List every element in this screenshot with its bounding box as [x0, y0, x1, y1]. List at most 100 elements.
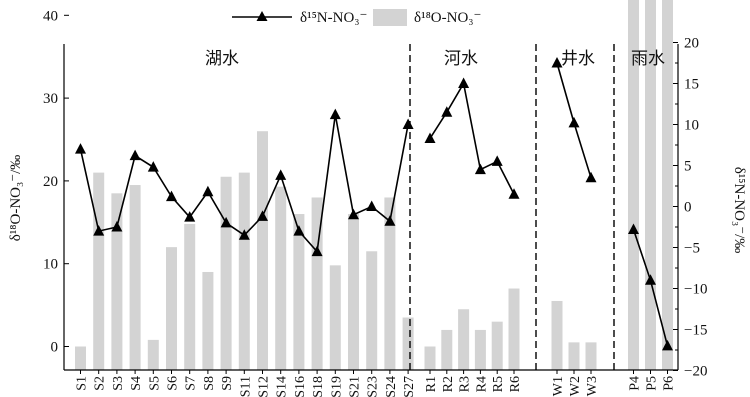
point-S12	[257, 210, 268, 221]
left-axis-label: δ¹⁸O-NO₃⁻/‰	[8, 155, 24, 242]
bar-S7	[184, 223, 196, 370]
point-S4	[129, 149, 141, 161]
right-tick-label: −15	[684, 323, 707, 339]
bar-P6	[662, 0, 673, 370]
point-R5	[491, 155, 503, 166]
bar-R1	[424, 346, 436, 370]
left-tick-label: 20	[43, 174, 58, 190]
bar-S24	[384, 197, 396, 370]
x-tick-label-P5: P5	[645, 376, 660, 391]
legend-triangle-marker	[256, 11, 268, 21]
point-S19	[329, 108, 341, 120]
x-axis-ticks: S1 S2 S3 S4 S5 S6 S7 S8 S9 S11 S12 S14 S16 S18 S19 S21 S…	[75, 370, 677, 397]
legend-line-label: δ¹⁵N-NO₃⁻	[300, 10, 367, 26]
bar-S14	[275, 186, 287, 370]
left-axis-ticks: 0102030405060	[43, 8, 69, 356]
left-tick-label: 10	[43, 257, 58, 273]
right-tick-label: −5	[684, 241, 700, 257]
x-tick-label-R3: R3	[458, 376, 473, 392]
bar-S27	[402, 317, 414, 370]
left-tick-label: 30	[43, 91, 58, 107]
x-tick-label-S5: S5	[147, 376, 162, 391]
right-tick-label: 10	[684, 118, 699, 134]
right-tick-label: 5	[684, 159, 692, 175]
point-S11	[238, 229, 250, 240]
x-tick-label-S3: S3	[111, 376, 126, 391]
right-tick-label: 15	[684, 77, 699, 93]
x-tick-label-S4: S4	[129, 376, 144, 391]
x-tick-label-S7: S7	[184, 376, 199, 391]
point-P6	[662, 339, 673, 351]
point-W2	[568, 116, 580, 128]
right-tick-label: 20	[684, 36, 699, 52]
bar-W2	[568, 342, 580, 370]
x-tick-label-S23: S23	[366, 376, 381, 397]
right-tick-label: −20	[684, 364, 707, 380]
legend-bar-swatch	[373, 9, 407, 26]
bar-S6	[166, 247, 177, 370]
legend: δ¹⁵N-NO₃⁻ δ¹⁸O-NO₃⁻	[232, 9, 481, 26]
bar-S18	[311, 197, 323, 370]
x-tick-label-W1: W1	[551, 376, 566, 396]
bar-R3	[458, 309, 470, 370]
right-tick-label: 0	[684, 200, 692, 216]
x-tick-label-S8: S8	[202, 376, 217, 391]
bar-S4	[129, 185, 141, 370]
point-S18	[311, 245, 323, 257]
bar-P5	[645, 0, 656, 371]
x-tick-label-S11: S11	[238, 376, 253, 397]
x-tick-label-R1: R1	[424, 376, 439, 392]
point-P4	[628, 223, 639, 234]
bar-R6	[508, 288, 520, 370]
bar-S16	[293, 214, 305, 370]
group-label-1: 河水	[444, 49, 478, 69]
bar-R2	[441, 329, 453, 370]
group-label-0: 湖水	[205, 49, 239, 69]
point-S9	[220, 216, 232, 228]
point-S21	[348, 208, 359, 220]
x-tick-label-S14: S14	[275, 376, 290, 397]
x-tick-label-S21: S21	[348, 376, 363, 397]
line-series	[75, 57, 673, 351]
x-tick-label-W3: W3	[585, 376, 600, 396]
point-S8	[202, 185, 214, 197]
point-R6	[508, 188, 520, 199]
bar-R4	[474, 329, 486, 370]
group-label-3: 雨水	[631, 49, 665, 69]
x-tick-label-P4: P4	[628, 376, 643, 391]
bar-W3	[585, 342, 597, 370]
x-tick-label-P6: P6	[662, 376, 677, 391]
bar-S5	[147, 339, 159, 370]
bar-S8	[202, 271, 214, 370]
bar-S3	[111, 193, 123, 370]
point-S14	[275, 169, 287, 180]
bar-W1	[551, 300, 563, 370]
x-tick-label-S1: S1	[75, 376, 90, 391]
point-S1	[75, 143, 86, 154]
bar-R5	[491, 321, 503, 370]
x-tick-label-S12: S12	[257, 376, 272, 397]
bar-S2	[93, 172, 105, 370]
x-tick-label-S18: S18	[311, 376, 326, 397]
point-R1	[424, 132, 436, 143]
x-tick-label-W2: W2	[568, 376, 583, 396]
bar-S23	[366, 251, 378, 370]
point-S27	[402, 118, 414, 129]
bar-S1	[75, 346, 86, 370]
group-labels: 湖水 河水 井水 雨水	[205, 49, 665, 69]
group-label-2: 井水	[561, 49, 595, 69]
left-tick-label: 40	[43, 8, 58, 24]
point-S16	[293, 225, 305, 236]
x-tick-label-R6: R6	[508, 376, 523, 392]
bar-S21	[348, 214, 359, 370]
right-axis-ticks: −20 −15 −10 −5 0 5 10 15 20	[673, 36, 707, 380]
x-tick-label-R4: R4	[474, 376, 489, 392]
x-tick-label-R2: R2	[441, 376, 456, 392]
point-S2	[93, 225, 105, 236]
right-axis-label: δ¹⁵N-NO₃⁻/‰	[731, 167, 747, 254]
x-tick-label-S2: S2	[93, 376, 108, 391]
point-P5	[645, 274, 656, 285]
point-W1	[551, 57, 563, 68]
bar-S19	[329, 265, 341, 370]
